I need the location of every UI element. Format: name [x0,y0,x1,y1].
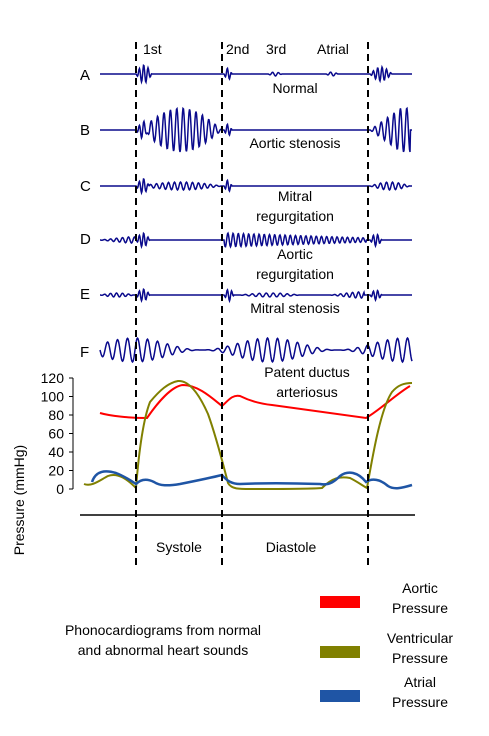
legend-swatch-atrial [320,690,360,702]
pressure-curves [83,380,413,491]
pressure-tick-label: 120 [41,370,65,386]
pressure-tick-label: 40 [48,444,64,460]
aortic-pressure-curve [99,383,411,420]
phonocardiogram-traces [99,63,413,364]
row-label-pda-1: Patent ductus [264,364,350,380]
caption: Phonocardiograms from normal and abnorma… [28,620,298,660]
atrial-sound-label: Atrial [317,41,349,57]
legend-label-ventricular: Ventricular Pressure [365,628,475,668]
caption-line-2: and abnormal heart sounds [77,642,249,658]
row-label-aortic-stenosis: Aortic stenosis [249,135,340,151]
ventricular-pressure-curve [83,380,413,491]
legend-ventricular-line-2: Pressure [391,650,449,666]
phonocardiogram-trace-d [100,231,412,250]
pressure-tick-label: 0 [56,481,64,497]
legend-atrial-line-2: Pressure [391,694,449,710]
legend-aortic-line-2: Pressure [391,600,449,616]
pressure-tick-label: 20 [48,463,64,479]
legend-atrial-line-1: Atrial [404,674,436,690]
row-label-mitral-regurgitation-1: Mitral [278,188,312,204]
row-letter-d: D [80,231,91,248]
row-label-normal: Normal [272,80,317,96]
row-letter-e: E [80,286,90,303]
atrial-pressure-curve [90,470,413,490]
legend-label-aortic: Aortic Pressure [365,578,475,618]
legend-label-atrial: Atrial Pressure [365,672,475,712]
systole-label: Systole [156,539,202,555]
pressure-tick-label: 100 [41,389,65,405]
row-label-mitral-regurgitation-2: regurgitation [256,208,334,224]
phonocardiogram-trace-c [100,178,412,196]
row-letter-a: A [80,67,90,84]
first-sound-label: 1st [143,41,162,57]
phonocardiogram-trace-f [99,336,413,364]
pressure-tick-label: 80 [48,407,64,423]
legend-swatch-aortic [320,596,360,608]
pressure-tick-label: 60 [48,426,64,442]
row-label-mitral-stenosis: Mitral stenosis [250,300,339,316]
phonocardiogram-trace-a [100,63,412,85]
row-letter-b: B [80,122,90,139]
phonocardiogram-trace-b [100,106,412,153]
diastole-label: Diastole [266,539,317,555]
row-letter-c: C [80,178,91,195]
legend-swatch-ventricular [320,646,360,658]
row-label-aortic-regurgitation-1: Aortic [277,246,313,262]
legend-aortic-line-1: Aortic [402,580,438,596]
pressure-axis-title: Pressure (mmHg) [11,445,27,555]
second-sound-label: 2nd [226,41,249,57]
legend-ventricular-line-1: Ventricular [386,630,454,646]
third-sound-label: 3rd [266,41,286,57]
phonocardiogram-trace-e [100,287,412,304]
row-label-aortic-regurgitation-2: regurgitation [256,266,334,282]
row-label-pda-2: arteriosus [276,384,337,400]
pressure-axis: 120 100 80 60 40 20 0 Pressure (mmHg) [11,370,74,555]
caption-line-1: Phonocardiograms from normal [64,622,262,638]
row-letter-f: F [80,344,89,361]
